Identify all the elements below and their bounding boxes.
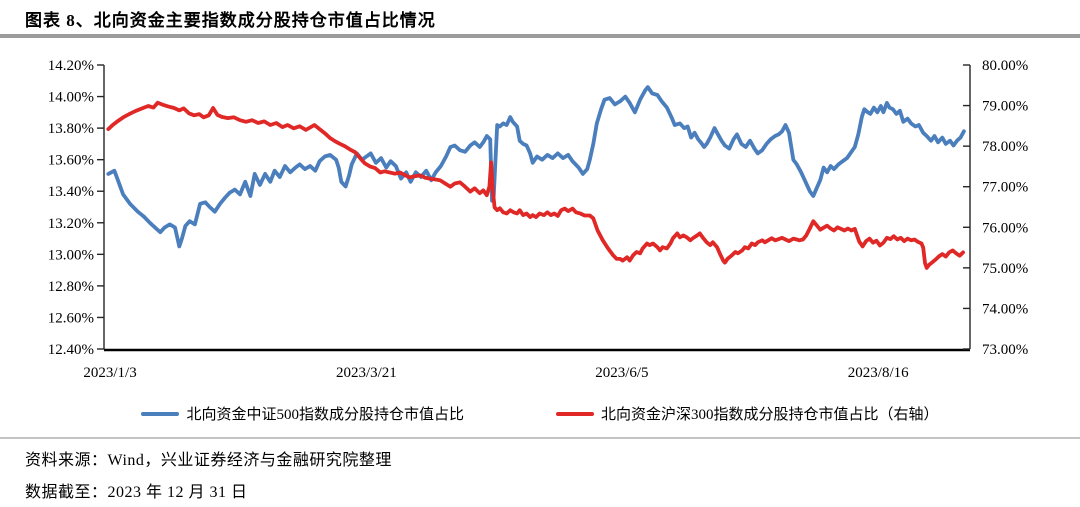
- right-axis-tick-label: 80.00%: [982, 58, 1028, 74]
- legend-label-hs300: 北向资金沪深300指数成分股持仓市值占比（右轴）: [601, 407, 939, 423]
- left-axis-tick-label: 12.40%: [48, 342, 94, 358]
- left-axis-tick-label: 13.60%: [48, 153, 94, 169]
- left-axis-tick-label: 13.80%: [48, 121, 94, 137]
- right-axis-tick-label: 78.00%: [982, 139, 1028, 155]
- left-axis-tick-label: 13.00%: [48, 247, 94, 263]
- hs300-series-line: [106, 100, 965, 270]
- x-axis-tick-label: 2023/8/16: [848, 365, 909, 381]
- title-divider: [0, 34, 1080, 38]
- right-axis-tick-label: 76.00%: [982, 220, 1028, 236]
- chart-legend: 北向资金中证500指数成分股持仓市值占比 北向资金沪深300指数成分股持仓市值占…: [0, 403, 1080, 424]
- legend-item-csi500: 北向资金中证500指数成分股持仓市值占比: [141, 403, 464, 424]
- page-title: 图表 8、北向资金主要指数成分股持仓市值占比情况: [25, 11, 436, 30]
- x-axis-tick-label: 2023/3/21: [336, 365, 397, 381]
- legend-item-hs300: 北向资金沪深300指数成分股持仓市值占比（右轴）: [556, 403, 939, 424]
- legend-label-csi500: 北向资金中证500指数成分股持仓市值占比: [186, 407, 464, 423]
- legend-swatch-hs300: [556, 411, 594, 416]
- csi500-series-line: [106, 85, 966, 249]
- legend-swatch-csi500: [141, 411, 180, 416]
- left-axis-tick-label: 13.20%: [48, 216, 94, 232]
- right-axis-tick-label: 74.00%: [982, 301, 1028, 317]
- x-axis-tick-label: 2023/6/5: [595, 365, 648, 381]
- source-text: 资料来源：Wind，兴业证券经济与金融研究院整理: [25, 452, 392, 469]
- right-axis-tick-label: 77.00%: [982, 180, 1028, 196]
- footer-divider: [0, 437, 1080, 439]
- right-axis-tick-label: 79.00%: [982, 99, 1028, 115]
- right-axis-tick-label: 73.00%: [982, 342, 1028, 358]
- left-axis-tick-label: 14.00%: [48, 90, 94, 106]
- left-axis-tick-label: 12.80%: [48, 279, 94, 295]
- left-axis-tick-label: 14.20%: [48, 58, 94, 74]
- chart-canvas: 14.20% 14.00% 13.80% 13.60% 13.40% 13.20% 13.0…: [48, 58, 1029, 381]
- left-axis-tick-label: 12.60%: [48, 310, 94, 326]
- x-axis-tick-label: 2023/1/3: [83, 365, 136, 381]
- left-axis-tick-label: 13.40%: [48, 184, 94, 200]
- right-axis-tick-label: 75.00%: [982, 261, 1028, 277]
- cutoff-text: 数据截至：2023 年 12 月 31 日: [25, 484, 248, 501]
